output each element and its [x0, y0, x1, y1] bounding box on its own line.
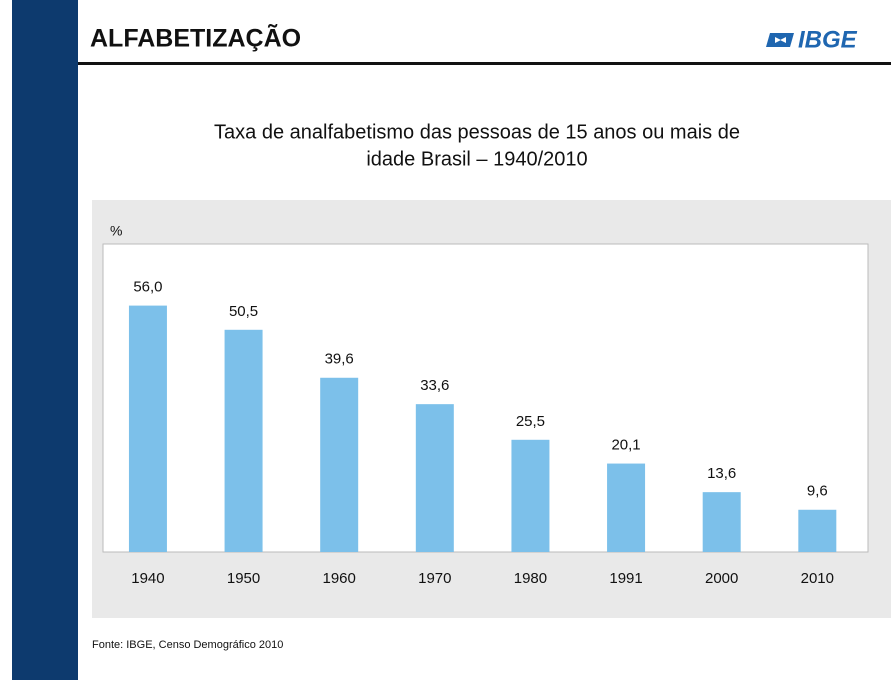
header-rule — [78, 62, 891, 65]
x-tick-label: 1991 — [609, 570, 642, 587]
x-tick-label: 2000 — [705, 570, 738, 587]
data-label: 56,0 — [133, 279, 162, 296]
logo-text: IBGE — [798, 26, 858, 53]
bar — [702, 492, 741, 552]
data-label: 13,6 — [707, 465, 736, 482]
data-label: 25,5 — [516, 413, 545, 430]
bar — [607, 463, 646, 552]
x-tick-label: 1960 — [323, 570, 356, 587]
bar — [320, 377, 359, 552]
x-tick-label: 1940 — [131, 570, 164, 587]
x-tick-label: 1980 — [514, 570, 547, 587]
slide-title: ALFABETIZAÇÃO — [90, 23, 301, 53]
side-band — [12, 0, 78, 680]
bar — [128, 305, 167, 552]
bar — [511, 439, 550, 552]
data-label: 9,6 — [807, 483, 828, 500]
data-label: 50,5 — [229, 303, 258, 320]
x-tick-label: 1950 — [227, 570, 260, 587]
x-tick-label: 1970 — [418, 570, 451, 587]
data-label: 33,6 — [420, 377, 449, 394]
plot-area — [102, 243, 869, 553]
bar — [798, 509, 837, 552]
y-axis-label: % — [110, 223, 122, 239]
source-note: Fonte: IBGE, Censo Demográfico 2010 — [92, 639, 283, 651]
chart-title: idade Brasil – 1940/2010 — [366, 148, 587, 170]
chart-title: Taxa de analfabetismo das pessoas de 15 … — [214, 121, 740, 143]
data-label: 39,6 — [325, 351, 354, 368]
bar — [224, 329, 263, 552]
bar — [415, 404, 454, 552]
logo-icon — [766, 33, 794, 47]
data-label: 20,1 — [611, 437, 640, 454]
x-tick-label: 2010 — [801, 570, 834, 587]
